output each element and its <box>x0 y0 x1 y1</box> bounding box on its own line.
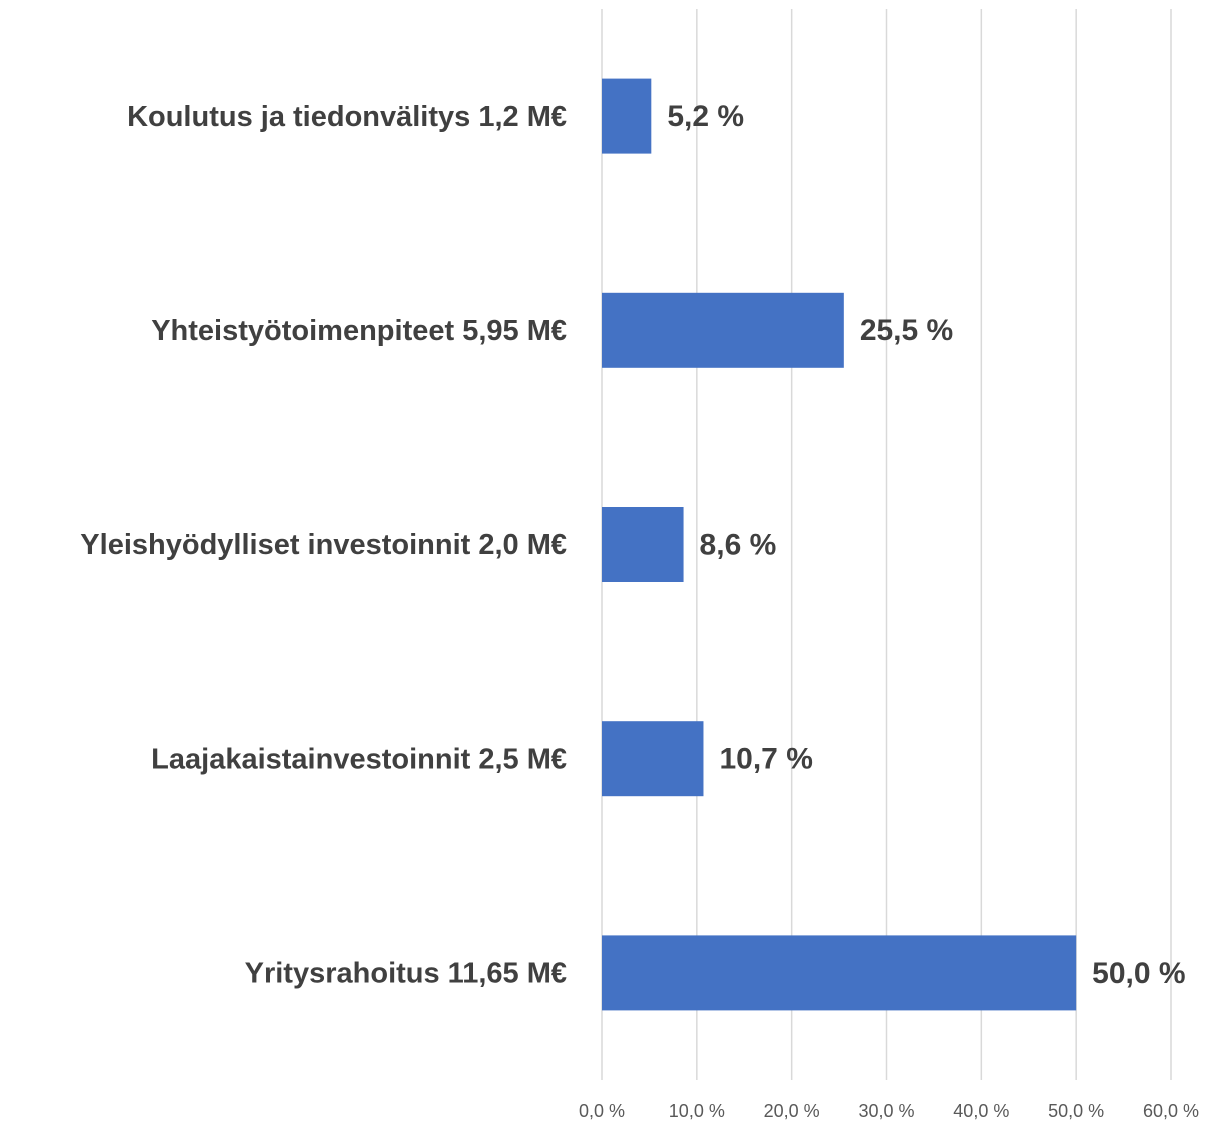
x-tick-label: 10,0 % <box>669 1101 725 1121</box>
x-tick-label: 60,0 % <box>1143 1101 1199 1121</box>
x-tick-label: 50,0 % <box>1048 1101 1104 1121</box>
x-tick-label: 0,0 % <box>579 1101 625 1121</box>
value-label: 5,2 % <box>667 100 744 133</box>
bar <box>602 78 652 154</box>
x-tick-label: 30,0 % <box>858 1101 914 1121</box>
y-tick-label: Yhteistyötoimenpiteet 5,95 M€ <box>151 315 567 347</box>
bar <box>602 507 684 582</box>
y-tick-label: Koulutus ja tiedonvälitys 1,2 M€ <box>127 101 567 133</box>
y-tick-label: Yleishyödylliset investoinnit 2,0 M€ <box>80 529 567 561</box>
value-label: 25,5 % <box>860 314 953 347</box>
y-tick-label: Yritysrahoitus 11,65 M€ <box>245 958 567 990</box>
value-label: 8,6 % <box>700 528 777 561</box>
bar <box>602 935 1077 1011</box>
bar <box>602 721 704 797</box>
value-label: 10,7 % <box>719 743 812 776</box>
x-tick-label: 40,0 % <box>953 1101 1009 1121</box>
y-tick-label: Laajakaistainvestoinnit 2,5 M€ <box>151 743 567 775</box>
x-tick-label: 20,0 % <box>764 1101 820 1121</box>
bar <box>602 292 844 368</box>
value-label: 50,0 % <box>1092 957 1185 990</box>
